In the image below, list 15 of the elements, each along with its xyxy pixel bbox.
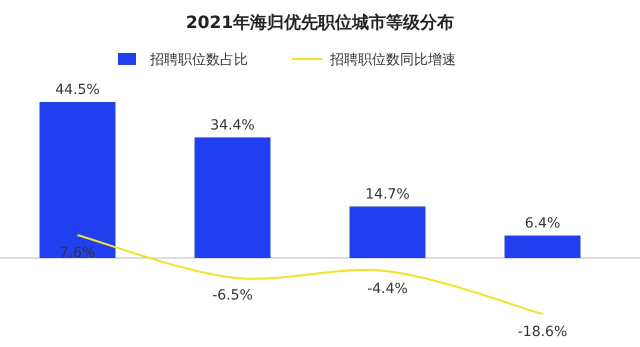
legend-label: 招聘职位数同比增速 [329, 52, 456, 68]
data-label: -6.5% [212, 288, 253, 304]
data-label: 7.6% [60, 245, 96, 262]
data-label: 14.7% [365, 186, 410, 202]
bar [350, 206, 426, 258]
data-label: 44.5% [55, 82, 100, 98]
bar [40, 102, 116, 258]
data-label: -4.4% [367, 281, 408, 298]
data-label: 6.4% [524, 216, 560, 232]
bar [504, 236, 580, 258]
data-label: 34.4% [210, 117, 255, 134]
bar [194, 137, 270, 258]
chart-title: 2021年海归优先职位城市等级分布 [186, 13, 454, 33]
legend-label: 招聘职位数占比 [149, 52, 248, 68]
data-label: -18.6% [518, 324, 568, 340]
